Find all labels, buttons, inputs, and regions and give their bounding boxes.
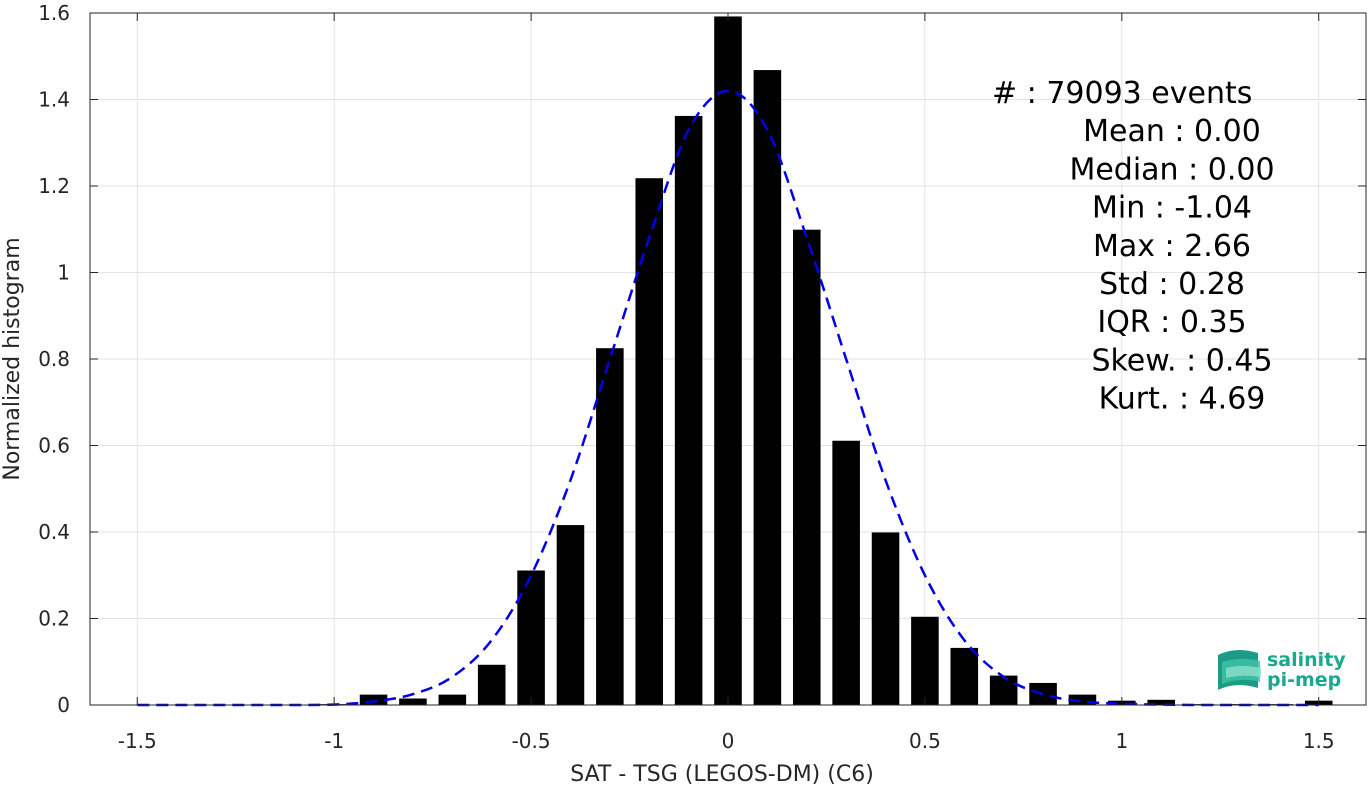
stat-line: # : 79093 events — [992, 76, 1252, 111]
y-tick-labels: 0 0.2 0.4 0.6 0.8 1 1.2 1.4 1.6 — [38, 1, 70, 717]
histogram-bar — [989, 675, 1018, 705]
histogram-bar — [871, 532, 900, 705]
histogram-bar — [1147, 699, 1175, 705]
stat-line: Mean : 0.00 — [1083, 114, 1261, 149]
histogram-bar — [911, 616, 939, 705]
y-tick-label: 1.6 — [38, 1, 70, 25]
y-tick-label: 1 — [57, 261, 70, 285]
histogram-bar — [438, 694, 467, 705]
x-tick-label: 1.5 — [1303, 729, 1335, 753]
y-tick-label: 0 — [57, 693, 70, 717]
x-tick-label: 1 — [1115, 729, 1128, 753]
y-tick-label: 0.4 — [38, 520, 70, 544]
y-tick-label: 0.2 — [38, 607, 70, 631]
y-tick-label: 0.8 — [38, 347, 70, 371]
x-tick-label: 0 — [722, 729, 735, 753]
histogram-bar — [635, 178, 664, 706]
x-tick-label: -1.5 — [118, 729, 157, 753]
salinity-pi-mep-logo: salinity pi-mep — [1218, 649, 1346, 691]
x-tick-label: -0.5 — [512, 729, 551, 753]
y-tick-label: 1.4 — [38, 88, 70, 112]
stat-line: Std : 0.28 — [1099, 267, 1245, 302]
y-tick-label: 1.2 — [38, 174, 70, 198]
axis-ticks — [90, 12, 1366, 706]
stat-line: IQR : 0.35 — [1097, 305, 1246, 340]
x-tick-label: 0.5 — [909, 729, 941, 753]
histogram-bar — [596, 348, 624, 705]
histogram-bar — [753, 70, 782, 706]
stat-line: Median : 0.00 — [1069, 152, 1274, 187]
histogram-bar — [674, 115, 703, 705]
x-axis-label: SAT - TSG (LEGOS-DM) (C6) — [570, 762, 874, 785]
histogram-bar — [399, 698, 427, 705]
histogram-bar — [1068, 694, 1097, 705]
histogram-bar — [359, 694, 388, 705]
histogram-bar — [477, 664, 506, 705]
stat-line: Skew. : 0.45 — [1091, 343, 1272, 378]
logo-text-line2: pi-mep — [1267, 669, 1341, 691]
y-tick-label: 0.6 — [38, 434, 70, 458]
stat-line: Min : -1.04 — [1092, 191, 1252, 226]
y-axis-label: Normalized histogram — [0, 237, 25, 480]
stat-line: Kurt. : 4.69 — [1099, 382, 1266, 417]
waves-logo-icon — [1218, 649, 1261, 690]
histogram-bar — [556, 525, 585, 705]
stat-line: Max : 2.66 — [1093, 229, 1251, 264]
histogram-bar — [950, 647, 979, 705]
histogram-bar — [714, 16, 742, 705]
histogram-bar — [792, 229, 821, 705]
x-tick-labels: -1.5 -1 -0.5 0 0.5 1 1.5 — [118, 729, 1335, 753]
fit-curve — [137, 89, 1319, 707]
logo-text-line1: salinity — [1267, 649, 1346, 671]
histogram-bar — [832, 440, 860, 705]
x-tick-label: -1 — [324, 729, 344, 753]
histogram-bar — [517, 570, 545, 705]
histogram-bars — [320, 16, 1333, 706]
